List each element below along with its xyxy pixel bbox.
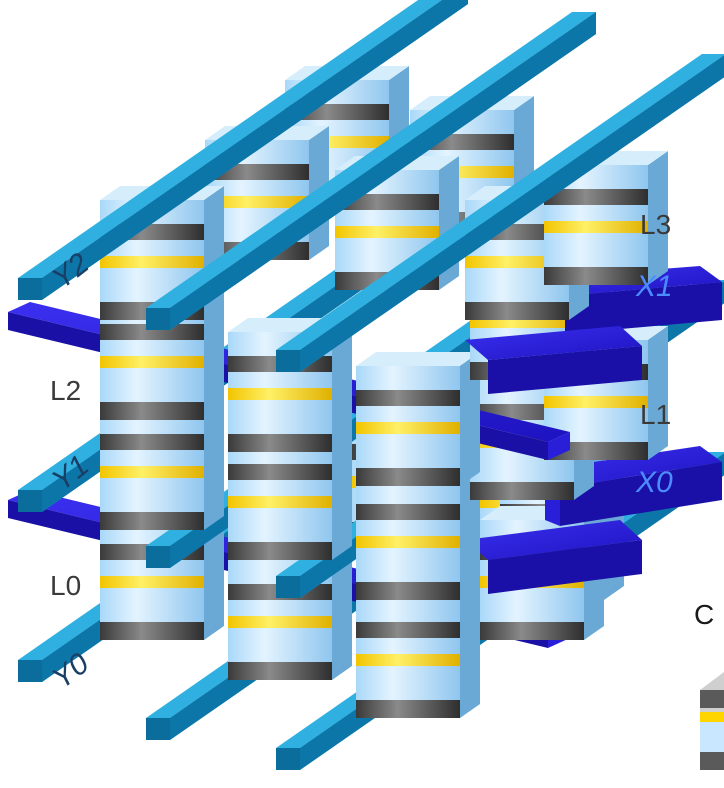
bitline-label-x1: X1	[635, 270, 673, 303]
level-label-l2: L2	[50, 375, 81, 406]
bitline-labels: X0 X1	[635, 270, 673, 499]
legend-cell-icon	[700, 672, 724, 770]
level-label-l0: L0	[50, 570, 81, 601]
legend-partial: C	[694, 599, 724, 770]
bitline-label-x0: X0	[635, 466, 673, 499]
legend-title: C	[694, 599, 714, 630]
level-label-l1: L1	[640, 399, 671, 430]
bitline-x1	[465, 266, 722, 394]
level-label-l3: L3	[640, 209, 671, 240]
level-labels: L0 L1 L2 L3	[50, 209, 671, 601]
